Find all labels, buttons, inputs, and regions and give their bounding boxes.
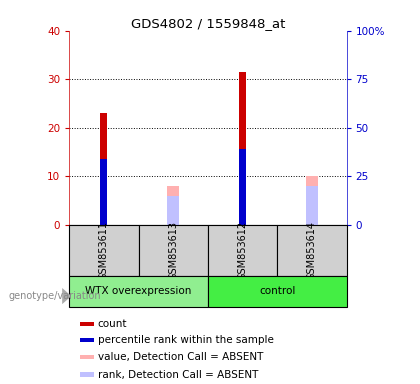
Text: percentile rank within the sample: percentile rank within the sample (97, 335, 273, 345)
Bar (239, 149, 246, 225)
Bar (167, 186, 179, 225)
Text: GSM853612: GSM853612 (238, 221, 247, 280)
Text: rank, Detection Call = ABSENT: rank, Detection Call = ABSENT (97, 369, 258, 379)
Text: genotype/variation: genotype/variation (8, 291, 101, 301)
Bar (306, 186, 318, 225)
Bar (80, 372, 94, 377)
Bar (167, 195, 179, 225)
FancyBboxPatch shape (277, 225, 346, 276)
FancyBboxPatch shape (208, 276, 346, 307)
Text: control: control (259, 286, 295, 296)
Bar (100, 113, 108, 225)
Text: WTX overexpression: WTX overexpression (85, 286, 192, 296)
Polygon shape (62, 288, 71, 304)
Bar (239, 72, 246, 225)
FancyBboxPatch shape (139, 225, 208, 276)
FancyBboxPatch shape (69, 276, 208, 307)
Bar (80, 338, 94, 343)
Title: GDS4802 / 1559848_at: GDS4802 / 1559848_at (131, 17, 285, 30)
Bar (306, 176, 318, 225)
Text: count: count (97, 319, 127, 329)
Text: value, Detection Call = ABSENT: value, Detection Call = ABSENT (97, 352, 263, 362)
Bar (80, 355, 94, 359)
FancyBboxPatch shape (208, 225, 277, 276)
Bar (80, 322, 94, 326)
Bar (100, 159, 108, 225)
FancyBboxPatch shape (69, 225, 139, 276)
Text: GSM853613: GSM853613 (168, 221, 178, 280)
Text: GSM853614: GSM853614 (307, 221, 317, 280)
Text: GSM853611: GSM853611 (99, 221, 109, 280)
